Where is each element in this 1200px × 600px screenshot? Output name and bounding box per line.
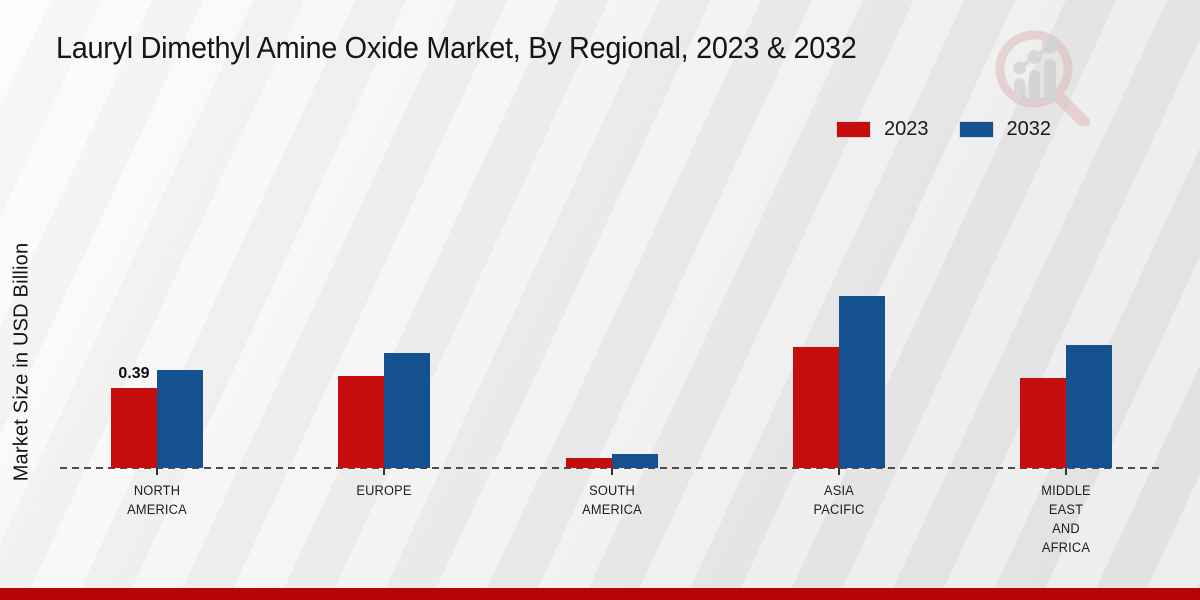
chart-title: Lauryl Dimethyl Amine Oxide Market, By R… <box>56 30 857 65</box>
x-axis-baseline <box>60 467 1160 469</box>
legend-label: 2023 <box>884 118 929 140</box>
bar-2032-north-america <box>157 370 203 468</box>
bar-2023-middle-east-and-africa <box>1020 378 1066 468</box>
legend-swatch-icon <box>836 121 871 138</box>
bar-2023-south-america <box>565 458 612 468</box>
category-label-line: EUROPE <box>356 483 412 498</box>
chart-legend: 2023 2032 <box>836 118 1051 141</box>
x-axis-tick-north-america <box>156 468 158 475</box>
x-axis-tick-south-america <box>610 468 613 475</box>
x-axis-tick-europe <box>383 468 386 475</box>
category-label-middle-east-and-africa: MIDDLE EAST AND AFRICA <box>1000 481 1133 557</box>
bar-2023-north-america <box>111 388 157 468</box>
category-label-line: ASIA <box>823 483 854 498</box>
category-label-line: AMERICA <box>581 502 642 517</box>
category-label-line: PACIFIC <box>813 502 865 517</box>
x-axis-tick-asia-pacific <box>837 468 840 475</box>
category-label-line: EAST <box>1048 502 1084 517</box>
bar-value-label: 0.39 <box>118 365 150 382</box>
category-label-north-america: NORTH AMERICA <box>91 481 224 519</box>
bar-2023-europe <box>338 376 385 468</box>
legend-swatch-icon <box>958 121 994 138</box>
category-label-europe: EUROPE <box>318 481 451 500</box>
bar-2023-asia-pacific <box>792 347 839 468</box>
category-label-line: AMERICA <box>127 502 187 517</box>
category-label-line: SOUTH <box>588 483 635 498</box>
magnifier-growth-logo-icon <box>995 30 1090 126</box>
legend-label: 2032 <box>1006 118 1052 140</box>
bar-2032-middle-east-and-africa <box>1066 345 1112 468</box>
category-label-line: NORTH <box>133 483 181 498</box>
category-label-south-america: SOUTH AMERICA <box>545 481 678 519</box>
legend-item-2023: 2023 <box>836 118 929 141</box>
bar-2032-south-america <box>611 454 658 468</box>
bar-2032-europe <box>384 353 431 468</box>
footer-red-strip <box>0 588 1200 600</box>
x-axis-tick-middle-east-and-africa <box>1065 468 1067 475</box>
category-label-line: AND <box>1052 521 1080 536</box>
category-label-asia-pacific: ASIA PACIFIC <box>772 481 905 519</box>
category-label-line: MIDDLE <box>1041 483 1091 498</box>
category-label-line: AFRICA <box>1041 540 1091 555</box>
legend-item-2032: 2032 <box>958 118 1052 141</box>
bar-2032-asia-pacific <box>838 296 885 468</box>
